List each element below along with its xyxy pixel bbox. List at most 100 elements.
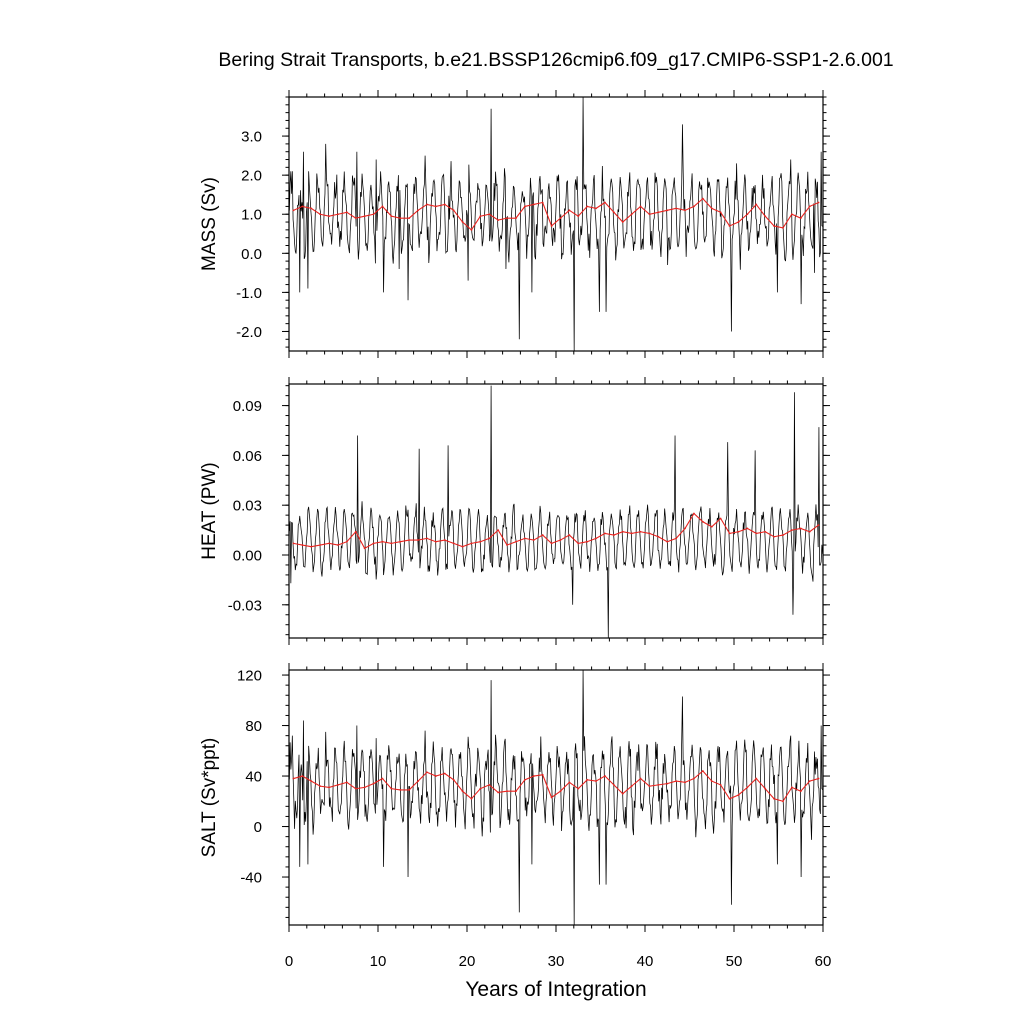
- salt-x-tick-label: 0: [285, 953, 293, 970]
- mass-panel: -2.0 -1.0 0.0 1.0 2.0 3.0 MASS (Sv): [199, 90, 830, 358]
- mass-monthly-line: [289, 97, 823, 351]
- salt-annual-point: [292, 777, 295, 780]
- heat-panel: -0.03 0.00 0.03 0.06 0.09 HEAT (PW): [199, 377, 830, 645]
- mass-annual-point: [532, 203, 535, 206]
- mass-annual-point: [764, 215, 767, 218]
- heat-annual-point: [550, 542, 553, 545]
- salt-annual-point: [479, 787, 482, 790]
- mass-annual-point: [675, 207, 678, 210]
- heat-annual-point: [719, 517, 722, 520]
- salt-annual-point: [746, 786, 749, 789]
- salt-annual-point: [701, 770, 704, 772]
- salt-y-tick-label: -40: [240, 870, 262, 887]
- heat-annual-point: [328, 542, 330, 545]
- mass-y-axis-label: MASS (Sv): [199, 177, 220, 271]
- mass-annual-point: [790, 213, 793, 216]
- mass-annual-point: [541, 201, 544, 204]
- salt-y-tick-label: 120: [237, 668, 262, 685]
- heat-annual-point: [746, 527, 749, 530]
- heat-annual-point: [541, 534, 544, 536]
- mass-annual-point: [426, 203, 428, 206]
- mass-annual-point: [452, 209, 455, 212]
- mass-annual-point: [434, 205, 437, 208]
- panels: -2.0 -1.0 0.0 1.0 2.0 3.0 MASS (Sv) -0.03 0.00 0.…: [199, 90, 831, 970]
- salt-annual-point: [728, 797, 731, 800]
- heat-annual-point: [773, 535, 775, 538]
- salt-annual-point: [363, 786, 366, 789]
- salt-annual-point: [354, 787, 357, 790]
- salt-annual-point: [319, 785, 322, 788]
- salt-annual-line: [293, 770, 819, 802]
- heat-y-axis-label: HEAT (PW): [199, 462, 220, 559]
- heat-annual-point: [408, 539, 411, 541]
- salt-annual-point: [755, 777, 758, 780]
- salt-annual-point: [434, 775, 437, 777]
- salt-annual-point: [604, 775, 606, 777]
- salt-annual-point: [764, 787, 767, 790]
- mass-annual-point: [390, 215, 393, 218]
- heat-annual-point: [666, 540, 669, 543]
- salt-annual-point: [488, 783, 491, 786]
- heat-annual-point: [497, 529, 500, 531]
- salt-annual-point: [737, 794, 740, 796]
- heat-annual-point: [808, 530, 811, 533]
- salt-annual-point: [621, 792, 624, 795]
- mass-y-tick-label: 2.0: [241, 168, 262, 185]
- mass-y-tick-label: -2.0: [236, 324, 262, 341]
- salt-annual-point: [817, 777, 820, 780]
- heat-annual-point: [292, 542, 295, 545]
- salt-annual-point: [639, 777, 642, 780]
- salt-annual-point: [310, 780, 313, 782]
- salt-annual-point: [710, 780, 713, 782]
- chart-title: Bering Strait Transports, b.e21.BSSP126c…: [218, 49, 893, 71]
- mass-annual-point: [701, 197, 704, 200]
- mass-annual-point: [417, 209, 419, 212]
- heat-y-tick-label: 0.00: [233, 547, 262, 564]
- heat-y-tick-label: -0.03: [228, 597, 262, 614]
- mass-annual-point: [550, 225, 553, 227]
- heat-annual-point: [372, 542, 375, 545]
- mass-annual-point: [737, 221, 740, 223]
- heat-annual-line: [293, 512, 819, 550]
- salt-annual-point: [515, 790, 517, 793]
- salt-annual-point: [532, 775, 535, 777]
- heat-annual-point: [657, 535, 660, 538]
- salt-annual-point: [390, 787, 393, 790]
- heat-y-tick-label: 0.03: [233, 498, 262, 515]
- heat-annual-point: [693, 512, 695, 515]
- salt-annual-point: [550, 796, 553, 799]
- mass-annual-point: [657, 211, 660, 214]
- mass-annual-point: [408, 217, 411, 220]
- heat-annual-point: [337, 544, 339, 546]
- heat-annual-point: [470, 542, 473, 545]
- salt-annual-point: [782, 800, 784, 803]
- heat-annual-point: [710, 525, 713, 528]
- heat-annual-point: [426, 537, 428, 540]
- mass-annual-point: [319, 213, 322, 216]
- mass-y-tick-label: 3.0: [241, 129, 262, 146]
- mass-annual-point: [363, 215, 366, 218]
- salt-x-tick-label: 20: [459, 953, 476, 970]
- heat-annual-point: [417, 539, 419, 541]
- salt-annual-point: [612, 783, 615, 786]
- salt-x-tick-label: 10: [370, 953, 387, 970]
- heat-annual-point: [515, 540, 517, 543]
- salt-annual-point: [452, 778, 455, 781]
- heat-annual-point: [586, 540, 589, 543]
- mass-annual-point: [612, 211, 615, 214]
- salt-annual-point: [523, 778, 526, 781]
- salt-x-tick-label: 60: [815, 953, 832, 970]
- heat-annual-point: [684, 527, 686, 530]
- salt-y-tick-label: 40: [245, 769, 262, 786]
- salt-annual-point: [426, 771, 428, 774]
- heat-annual-point: [737, 530, 740, 533]
- heat-monthly-line: [289, 385, 823, 638]
- salt-annual-point: [461, 790, 464, 793]
- salt-annual-point: [497, 791, 500, 794]
- salt-annual-point: [417, 780, 419, 782]
- mass-annual-point: [372, 213, 375, 216]
- salt-annual-point: [693, 777, 695, 780]
- heat-annual-point: [782, 534, 784, 536]
- salt-y-tick-label: 0: [254, 819, 262, 836]
